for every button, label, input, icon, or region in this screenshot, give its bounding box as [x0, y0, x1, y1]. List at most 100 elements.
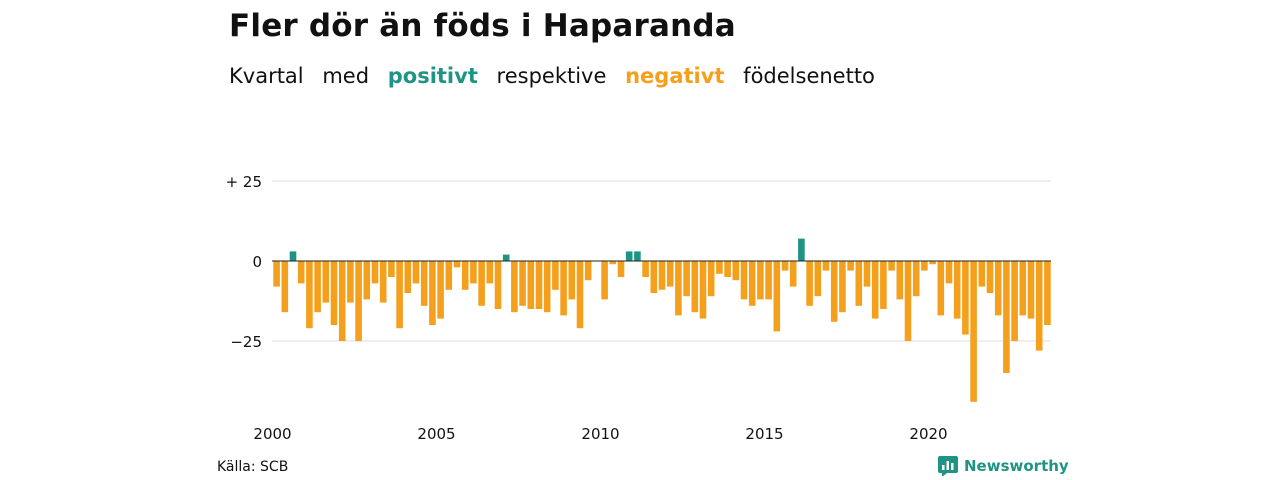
brand-logo: Newsworthy — [938, 456, 1069, 476]
chart-bar — [511, 261, 518, 313]
x-tick-label: 2015 — [745, 425, 783, 443]
chart-subtitle: Kvartal med positivt respektive negativt… — [229, 64, 887, 88]
chart-bar — [576, 261, 584, 329]
chart-bar — [584, 261, 592, 281]
chart-bar — [781, 261, 789, 271]
chart-bar — [355, 261, 362, 341]
chart-bar — [494, 261, 502, 309]
chart-bar — [716, 261, 723, 274]
y-tick-label: + 25 — [226, 173, 262, 191]
chart-bar — [683, 261, 690, 297]
chart-bar — [888, 261, 895, 271]
chart-bar — [609, 261, 617, 265]
chart-bar — [519, 261, 526, 306]
chart-bar — [470, 261, 477, 284]
chart-bar — [437, 261, 444, 319]
chart-bar — [929, 261, 936, 265]
chart-bar — [625, 251, 633, 261]
chart-bar — [429, 261, 436, 325]
chart-bar — [634, 251, 641, 261]
chart-bar — [691, 261, 699, 313]
chart-bar — [789, 261, 797, 287]
chart-bar — [543, 261, 551, 313]
chart-bar — [986, 261, 994, 293]
chart-bar — [453, 261, 461, 268]
chart-bar — [740, 261, 748, 300]
chart-bar — [502, 254, 510, 261]
chart-bar — [379, 261, 387, 303]
chart-bar — [347, 261, 354, 303]
chart-bar — [970, 261, 977, 402]
chart-bar — [855, 261, 863, 306]
chart-bar — [371, 261, 379, 284]
chart-bar — [330, 261, 338, 325]
y-tick-label: −25 — [230, 333, 262, 351]
chart-bar — [297, 261, 305, 284]
chart-bar — [748, 261, 756, 306]
chart-bar — [912, 261, 920, 297]
x-tick-label: 2010 — [581, 425, 619, 443]
y-tick-label: 0 — [252, 253, 262, 271]
chart-bar — [896, 261, 904, 300]
chart-bar — [814, 261, 822, 297]
chart-bar — [962, 261, 969, 335]
chart-bar — [1027, 261, 1035, 319]
subtitle-text-med: med — [322, 64, 370, 88]
chart-bar — [404, 261, 412, 293]
chart-bar — [445, 261, 453, 290]
chart-bar — [724, 261, 731, 277]
chart-bar — [642, 261, 649, 277]
chart-bar — [306, 261, 313, 329]
chart-bar — [699, 261, 707, 319]
chart-bar — [1035, 261, 1043, 351]
chart-bar — [765, 261, 772, 300]
chart-bar — [994, 261, 1002, 316]
chart-bar — [666, 261, 674, 287]
chart-bar — [560, 261, 567, 316]
brand-name: Newsworthy — [964, 457, 1069, 475]
subtitle-negative-label: negativt — [625, 64, 725, 88]
subtitle-text-kvartal: Kvartal — [229, 64, 304, 88]
chart-bar — [830, 261, 838, 322]
chart-bar — [363, 261, 371, 300]
chart-bar — [478, 261, 485, 306]
chart-bar — [396, 261, 403, 329]
chart-bar — [314, 261, 321, 313]
x-tick-label: 2005 — [417, 425, 455, 443]
chart-bar — [921, 261, 928, 271]
chart-bar — [601, 261, 608, 300]
chart-bar — [289, 251, 297, 261]
x-tick-label: 2000 — [253, 425, 291, 443]
chart-bar — [658, 261, 666, 290]
chart-bar — [338, 261, 346, 341]
chart-bar — [420, 261, 428, 306]
chart-bar — [839, 261, 846, 313]
chart-bar — [552, 261, 559, 290]
chart-bar — [732, 261, 740, 281]
chart-bar — [617, 261, 625, 277]
chart-bar — [945, 261, 953, 284]
chart-bar — [1019, 261, 1027, 316]
chart-bar — [322, 261, 330, 303]
chart-bar — [904, 261, 912, 341]
chart-bar — [978, 261, 986, 287]
chart-bar — [535, 261, 543, 309]
subtitle-positive-label: positivt — [387, 64, 478, 88]
chart-bar — [798, 238, 805, 261]
chart-bar — [1044, 261, 1051, 325]
chart-bar — [1003, 261, 1010, 373]
source-note: Källa: SCB — [217, 459, 289, 475]
subtitle-text-fodelsenetto: födelsenetto — [743, 64, 875, 88]
chart-bar — [675, 261, 682, 316]
chart-bar — [953, 261, 961, 319]
chart-bar — [871, 261, 879, 319]
chart-bar — [822, 261, 830, 271]
chart-bar — [461, 261, 469, 290]
subtitle-text-respektive: respektive — [496, 64, 607, 88]
newsworthy-logo-icon — [938, 456, 958, 476]
chart-title: Fler dör än föds i Haparanda — [229, 8, 736, 44]
chart-bar — [568, 261, 576, 300]
chart-bar — [937, 261, 945, 316]
chart-bar — [880, 261, 887, 309]
